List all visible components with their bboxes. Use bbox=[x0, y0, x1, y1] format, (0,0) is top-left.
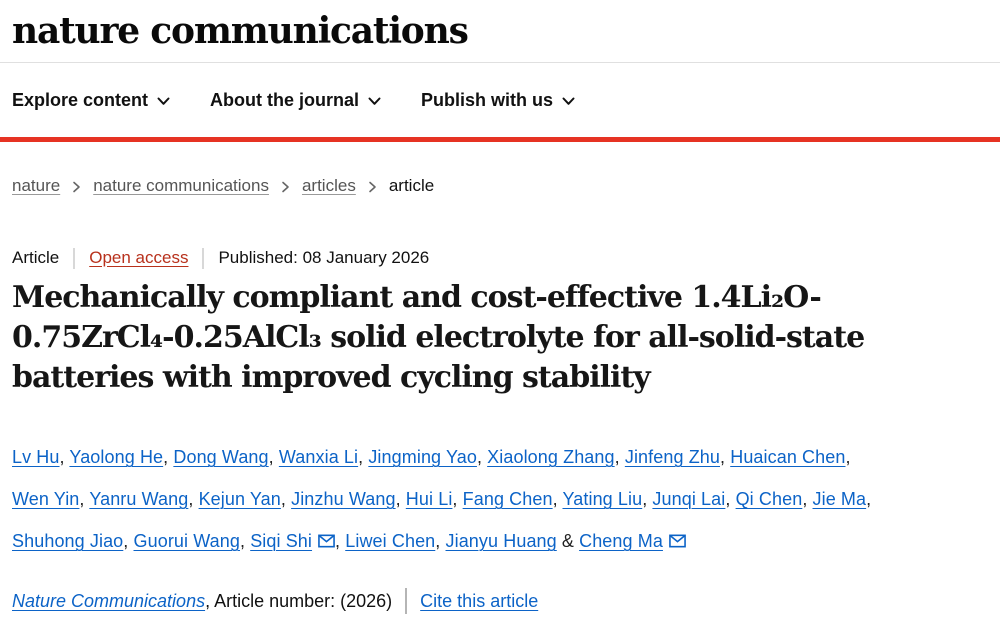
author-separator: , bbox=[395, 489, 406, 509]
author-separator: , bbox=[845, 447, 851, 467]
article-title: Mechanically compliant and cost-effectiv… bbox=[12, 278, 988, 398]
published-date: Published: 08 January 2026 bbox=[218, 248, 430, 267]
meta-separator bbox=[73, 247, 76, 269]
author-link[interactable]: Yaolong He bbox=[69, 447, 164, 467]
author-link[interactable]: Dong Wang bbox=[173, 447, 269, 467]
author-link[interactable]: Cheng Ma bbox=[579, 531, 663, 551]
author-separator: , bbox=[435, 531, 446, 551]
logo-row: nature communications bbox=[0, 0, 1000, 62]
article-meta-row: Article Open access Published: 08 Januar… bbox=[12, 247, 988, 269]
author-separator: & bbox=[556, 531, 580, 551]
author-link[interactable]: Jinfeng Zhu bbox=[624, 447, 721, 467]
author-line: Lv Hu, Yaolong He, Dong Wang, Wanxia Li,… bbox=[12, 436, 988, 478]
nav-explore-content[interactable]: Explore content bbox=[12, 90, 170, 111]
author-link[interactable]: Jie Ma bbox=[812, 489, 867, 509]
author-link[interactable]: Jingming Yao bbox=[368, 447, 477, 467]
chevron-right-icon bbox=[282, 181, 289, 192]
author-link[interactable]: Junqi Lai bbox=[652, 489, 726, 509]
author-separator: , bbox=[720, 447, 731, 467]
author-separator: , bbox=[866, 489, 872, 509]
author-separator: , bbox=[163, 447, 174, 467]
article-page: nature nature communications articles ar… bbox=[0, 175, 1000, 614]
author-link[interactable]: Yating Liu bbox=[562, 489, 643, 509]
author-separator: , bbox=[476, 447, 488, 467]
header-divider bbox=[0, 62, 1000, 63]
breadcrumb-article-current: article bbox=[388, 176, 435, 195]
breadcrumb-nature-communications[interactable]: nature communications bbox=[93, 176, 269, 195]
author-link[interactable]: Jinzhu Wang bbox=[291, 489, 396, 509]
author-separator: , bbox=[642, 489, 653, 509]
article-title-line: batteries with improved cycling stabilit… bbox=[12, 360, 651, 395]
email-icon[interactable] bbox=[318, 534, 335, 548]
author-link[interactable]: Liwei Chen bbox=[345, 531, 436, 551]
article-title-line: Mechanically compliant and cost-effectiv… bbox=[12, 280, 822, 315]
author-link[interactable]: Hui Li bbox=[405, 489, 453, 509]
breadcrumb: nature nature communications articles ar… bbox=[12, 175, 988, 197]
breadcrumb-nature[interactable]: nature bbox=[12, 176, 61, 195]
author-link[interactable]: Shuhong Jiao bbox=[12, 531, 124, 551]
author-separator: , bbox=[335, 531, 346, 551]
main-nav: Explore content About the journal Publis… bbox=[0, 63, 1000, 137]
author-separator: , bbox=[268, 447, 279, 467]
author-separator: , bbox=[802, 489, 813, 509]
author-link[interactable]: Huaican Chen bbox=[730, 447, 846, 467]
article-title-line: 0.75ZrCl₄-0.25AlCl₃ solid electrolyte fo… bbox=[12, 320, 865, 355]
nav-about-the-journal[interactable]: About the journal bbox=[210, 90, 381, 111]
open-access-link[interactable]: Open access bbox=[89, 248, 189, 267]
site-header: nature communications Explore content Ab… bbox=[0, 0, 1000, 142]
citation-row: Nature Communications, Article number: (… bbox=[12, 588, 988, 614]
author-separator: , bbox=[59, 447, 70, 467]
chevron-down-icon bbox=[368, 97, 381, 105]
author-link[interactable]: Qi Chen bbox=[735, 489, 803, 509]
author-link[interactable]: Guorui Wang bbox=[133, 531, 240, 551]
author-link[interactable]: Siqi Shi bbox=[250, 531, 313, 551]
journal-logo[interactable]: nature communications bbox=[12, 10, 469, 52]
chevron-right-icon bbox=[369, 181, 376, 192]
author-separator: , bbox=[79, 489, 90, 509]
chevron-down-icon bbox=[157, 97, 170, 105]
cite-this-article-link[interactable]: Cite this article bbox=[420, 591, 539, 611]
nav-publish-with-us-label: Publish with us bbox=[421, 89, 554, 110]
author-separator: , bbox=[358, 447, 369, 467]
author-link[interactable]: Kejun Yan bbox=[198, 489, 281, 509]
email-icon[interactable] bbox=[669, 534, 686, 548]
author-separator: , bbox=[614, 447, 625, 467]
brand-red-bar bbox=[0, 137, 1000, 142]
breadcrumb-articles[interactable]: articles bbox=[301, 176, 356, 195]
author-separator: , bbox=[280, 489, 292, 509]
author-link[interactable]: Xiaolong Zhang bbox=[487, 447, 615, 467]
author-link[interactable]: Wen Yin bbox=[12, 489, 80, 509]
author-separator: , bbox=[188, 489, 199, 509]
author-link[interactable]: Lv Hu bbox=[12, 447, 60, 467]
author-separator: , bbox=[452, 489, 463, 509]
author-link[interactable]: Jianyu Huang bbox=[445, 531, 557, 551]
author-link[interactable]: Wanxia Li bbox=[278, 447, 359, 467]
author-link[interactable]: Yanru Wang bbox=[89, 489, 189, 509]
citation-separator bbox=[405, 588, 408, 614]
author-line: Wen Yin, Yanru Wang, Kejun Yan, Jinzhu W… bbox=[12, 478, 988, 520]
nav-publish-with-us[interactable]: Publish with us bbox=[421, 90, 575, 111]
author-separator: , bbox=[552, 489, 563, 509]
journal-link[interactable]: Nature Communications bbox=[12, 591, 206, 611]
chevron-right-icon bbox=[73, 181, 81, 192]
author-link[interactable]: Fang Chen bbox=[462, 489, 553, 509]
author-separator: , bbox=[725, 489, 736, 509]
chevron-down-icon bbox=[562, 97, 575, 105]
nav-about-the-journal-label: About the journal bbox=[210, 89, 360, 110]
author-separator: , bbox=[239, 531, 251, 551]
article-number-text: , Article number: (2026) bbox=[205, 591, 393, 611]
article-type-label: Article bbox=[12, 248, 60, 267]
author-separator: , bbox=[123, 531, 134, 551]
nav-explore-content-label: Explore content bbox=[12, 89, 149, 110]
author-line: Shuhong Jiao, Guorui Wang, Siqi Shi, Liw… bbox=[12, 520, 988, 562]
author-list: Lv Hu, Yaolong He, Dong Wang, Wanxia Li,… bbox=[12, 436, 988, 562]
meta-separator bbox=[202, 247, 205, 269]
